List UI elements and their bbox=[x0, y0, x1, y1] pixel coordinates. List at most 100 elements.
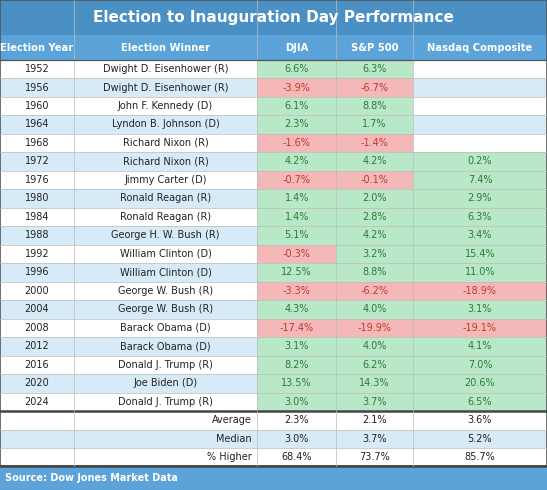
Text: 2016: 2016 bbox=[25, 360, 49, 370]
Bar bbox=[0, 115, 547, 134]
Text: Dwight D. Eisenhower (R): Dwight D. Eisenhower (R) bbox=[103, 82, 228, 93]
Bar bbox=[0, 318, 547, 337]
Text: -17.4%: -17.4% bbox=[280, 323, 314, 333]
Text: 2000: 2000 bbox=[25, 286, 49, 296]
Text: % Higher: % Higher bbox=[207, 452, 252, 462]
Bar bbox=[257, 97, 336, 115]
Bar bbox=[413, 208, 547, 226]
Bar bbox=[336, 263, 413, 282]
Text: Median: Median bbox=[216, 434, 252, 444]
Bar bbox=[0, 152, 547, 171]
Bar bbox=[0, 245, 547, 263]
Bar bbox=[0, 208, 547, 226]
Text: 1984: 1984 bbox=[25, 212, 49, 222]
Bar bbox=[336, 318, 413, 337]
Text: 6.1%: 6.1% bbox=[284, 101, 309, 111]
Text: 1.4%: 1.4% bbox=[284, 194, 309, 203]
Bar bbox=[0, 448, 547, 466]
Text: William Clinton (D): William Clinton (D) bbox=[120, 249, 211, 259]
Bar bbox=[413, 263, 547, 282]
Text: 2.3%: 2.3% bbox=[284, 120, 309, 129]
Text: 1960: 1960 bbox=[25, 101, 49, 111]
Bar bbox=[0, 97, 547, 115]
Bar bbox=[336, 337, 413, 356]
Bar bbox=[336, 189, 413, 208]
Text: 7.4%: 7.4% bbox=[468, 175, 492, 185]
Bar bbox=[336, 152, 413, 171]
Bar bbox=[257, 300, 336, 318]
Text: 2.3%: 2.3% bbox=[284, 415, 309, 425]
Text: 3.2%: 3.2% bbox=[363, 249, 387, 259]
Bar bbox=[336, 282, 413, 300]
Bar bbox=[257, 392, 336, 411]
Text: 4.2%: 4.2% bbox=[363, 156, 387, 167]
Text: 2012: 2012 bbox=[25, 342, 49, 351]
Text: 1.4%: 1.4% bbox=[284, 212, 309, 222]
Text: 7.0%: 7.0% bbox=[468, 360, 492, 370]
Bar bbox=[336, 392, 413, 411]
Text: Nasdaq Composite: Nasdaq Composite bbox=[427, 43, 533, 52]
Bar bbox=[413, 189, 547, 208]
Bar bbox=[413, 337, 547, 356]
Bar bbox=[0, 430, 547, 448]
Text: 1976: 1976 bbox=[25, 175, 49, 185]
Bar bbox=[257, 226, 336, 245]
Text: Donald J. Trump (R): Donald J. Trump (R) bbox=[118, 397, 213, 407]
Bar bbox=[0, 78, 547, 97]
Text: Source: Dow Jones Market Data: Source: Dow Jones Market Data bbox=[5, 473, 178, 483]
Bar bbox=[0, 189, 547, 208]
Text: 2.1%: 2.1% bbox=[363, 415, 387, 425]
Bar bbox=[336, 78, 413, 97]
Bar bbox=[0, 466, 547, 490]
Text: 1980: 1980 bbox=[25, 194, 49, 203]
Bar bbox=[413, 392, 547, 411]
Text: Election Winner: Election Winner bbox=[121, 43, 210, 52]
Text: 3.1%: 3.1% bbox=[468, 304, 492, 315]
Bar bbox=[0, 35, 547, 60]
Bar bbox=[257, 115, 336, 134]
Text: 5.2%: 5.2% bbox=[468, 434, 492, 444]
Bar bbox=[257, 356, 336, 374]
Bar bbox=[413, 300, 547, 318]
Bar bbox=[336, 208, 413, 226]
Bar bbox=[336, 171, 413, 189]
Bar bbox=[257, 208, 336, 226]
Bar bbox=[0, 392, 547, 411]
Text: -19.1%: -19.1% bbox=[463, 323, 497, 333]
Text: 12.5%: 12.5% bbox=[281, 268, 312, 277]
Bar bbox=[413, 226, 547, 245]
Text: Barack Obama (D): Barack Obama (D) bbox=[120, 323, 211, 333]
Text: DJIA: DJIA bbox=[285, 43, 309, 52]
Text: 6.5%: 6.5% bbox=[468, 397, 492, 407]
Text: -3.9%: -3.9% bbox=[283, 82, 311, 93]
Bar bbox=[0, 374, 547, 392]
Text: 4.0%: 4.0% bbox=[363, 342, 387, 351]
Text: 2.0%: 2.0% bbox=[363, 194, 387, 203]
Bar bbox=[0, 60, 547, 78]
Bar bbox=[0, 171, 547, 189]
Text: George W. Bush (R): George W. Bush (R) bbox=[118, 304, 213, 315]
Text: 4.1%: 4.1% bbox=[468, 342, 492, 351]
Text: 1964: 1964 bbox=[25, 120, 49, 129]
Bar bbox=[0, 300, 547, 318]
Bar bbox=[257, 171, 336, 189]
Text: 1992: 1992 bbox=[25, 249, 49, 259]
Text: 73.7%: 73.7% bbox=[359, 452, 390, 462]
Text: 4.2%: 4.2% bbox=[363, 230, 387, 241]
Text: 0.2%: 0.2% bbox=[468, 156, 492, 167]
Text: 2004: 2004 bbox=[25, 304, 49, 315]
Text: 3.7%: 3.7% bbox=[363, 397, 387, 407]
Text: S&P 500: S&P 500 bbox=[351, 43, 398, 52]
Text: 1956: 1956 bbox=[25, 82, 49, 93]
Bar bbox=[336, 60, 413, 78]
Text: 3.7%: 3.7% bbox=[363, 434, 387, 444]
Bar bbox=[257, 337, 336, 356]
Bar bbox=[413, 152, 547, 171]
Text: 8.8%: 8.8% bbox=[363, 268, 387, 277]
Text: 8.2%: 8.2% bbox=[284, 360, 309, 370]
Text: -0.3%: -0.3% bbox=[283, 249, 311, 259]
Bar bbox=[0, 263, 547, 282]
Bar bbox=[413, 245, 547, 263]
Text: George W. Bush (R): George W. Bush (R) bbox=[118, 286, 213, 296]
Text: Donald J. Trump (R): Donald J. Trump (R) bbox=[118, 360, 213, 370]
